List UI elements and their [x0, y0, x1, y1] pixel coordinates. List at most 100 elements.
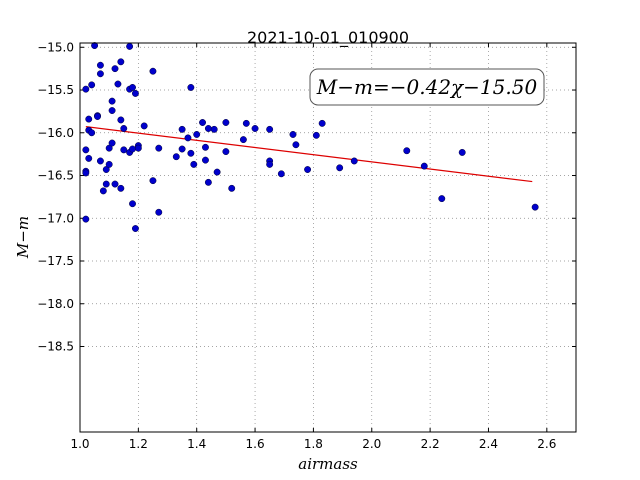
axis-ticks: 1.0 1.2 1.4 1.6 1.8 2.0 2.2 2.4 2.6 −15.0 −15.5 −16… — [37, 40, 576, 451]
data-point — [204, 178, 212, 186]
data-point — [108, 97, 116, 105]
fit-line — [85, 126, 533, 183]
data-point — [350, 157, 358, 165]
data-point — [126, 42, 134, 50]
data-point — [117, 184, 125, 192]
data-point — [193, 131, 201, 138]
data-point — [117, 116, 125, 124]
data-point — [131, 89, 139, 97]
data-point — [111, 180, 119, 188]
data-point — [222, 148, 230, 156]
data-point — [239, 136, 247, 144]
data-point — [82, 215, 90, 223]
x-tick-label: 1.2 — [129, 437, 148, 451]
data-point — [131, 225, 139, 232]
data-point — [85, 115, 93, 123]
y-tick-label: −15.0 — [37, 40, 74, 54]
data-point — [94, 113, 101, 120]
annotation-box — [309, 68, 545, 106]
data-point — [438, 195, 446, 203]
x-tick-label: 2.4 — [479, 437, 498, 451]
data-point — [202, 156, 209, 164]
data-point — [134, 144, 142, 152]
data-point — [99, 187, 107, 195]
data-point — [318, 119, 326, 127]
y-tick-label: −15.5 — [37, 83, 74, 97]
x-tick-label: 1.8 — [304, 437, 323, 451]
data-point — [129, 200, 136, 208]
x-axis-label: airmass — [298, 455, 358, 473]
data-point — [88, 129, 96, 137]
data-point — [102, 166, 110, 173]
data-point — [96, 157, 104, 165]
data-point — [222, 119, 230, 126]
data-point — [129, 145, 136, 153]
data-point — [120, 146, 128, 154]
chart-title: 2021-10-01_010900 — [247, 28, 409, 48]
data-point — [202, 143, 209, 151]
data-point — [105, 144, 113, 152]
y-tick-label: −17.0 — [37, 211, 74, 225]
x-tick-label: 2.2 — [421, 437, 440, 451]
data-point — [190, 160, 198, 168]
y-tick-label: −16.0 — [37, 126, 74, 140]
data-point — [82, 85, 90, 93]
data-point — [210, 125, 218, 133]
data-point — [96, 70, 104, 78]
data-point — [228, 184, 236, 192]
data-point — [187, 149, 195, 157]
fit-annotation: M−m=−0.42χ−15.50 — [309, 68, 545, 106]
y-tick-label: −17.5 — [37, 254, 74, 268]
data-point — [129, 84, 136, 91]
y-axis-label: M−m — [14, 216, 32, 259]
fit-line-group — [85, 126, 533, 183]
data-point — [266, 160, 274, 168]
data-point — [91, 42, 99, 50]
annotation-text: M−m=−0.42χ−15.50 — [316, 75, 538, 99]
data-point — [102, 180, 110, 188]
data-point — [96, 61, 104, 69]
data-point — [85, 154, 93, 162]
data-point — [108, 139, 116, 147]
data-point — [178, 145, 186, 153]
x-tick-label: 1.0 — [70, 437, 89, 451]
data-point — [403, 147, 411, 155]
y-tick-label: −16.5 — [37, 169, 74, 183]
data-point — [82, 169, 90, 177]
data-point — [187, 84, 195, 91]
data-point — [531, 203, 539, 211]
data-point — [251, 125, 259, 132]
data-point — [242, 119, 250, 127]
data-point — [312, 131, 320, 139]
data-point — [108, 107, 116, 114]
data-point — [114, 80, 122, 88]
data-point — [304, 166, 312, 173]
x-tick-label: 1.6 — [246, 437, 265, 451]
data-point — [204, 125, 212, 132]
data-point — [155, 208, 163, 216]
data-point — [458, 148, 466, 156]
data-point — [117, 58, 125, 66]
x-tick-label: 1.4 — [187, 437, 206, 451]
data-point — [149, 177, 157, 185]
data-point — [336, 164, 344, 172]
y-tick-label: −18.5 — [37, 340, 74, 354]
x-tick-label: 2.0 — [362, 437, 381, 451]
data-point — [172, 153, 180, 161]
data-point — [120, 125, 128, 132]
data-point — [420, 162, 428, 170]
data-point — [140, 122, 148, 130]
data-point — [111, 65, 119, 73]
data-point — [266, 125, 274, 133]
y-tick-label: −18.0 — [37, 297, 74, 311]
data-point — [184, 134, 192, 142]
data-point — [82, 146, 90, 154]
data-point — [105, 160, 113, 168]
data-point — [178, 125, 186, 133]
x-tick-label: 2.6 — [537, 437, 556, 451]
data-point — [88, 81, 96, 89]
data-point — [155, 144, 163, 152]
data-point — [277, 170, 285, 178]
data-point — [199, 119, 206, 126]
